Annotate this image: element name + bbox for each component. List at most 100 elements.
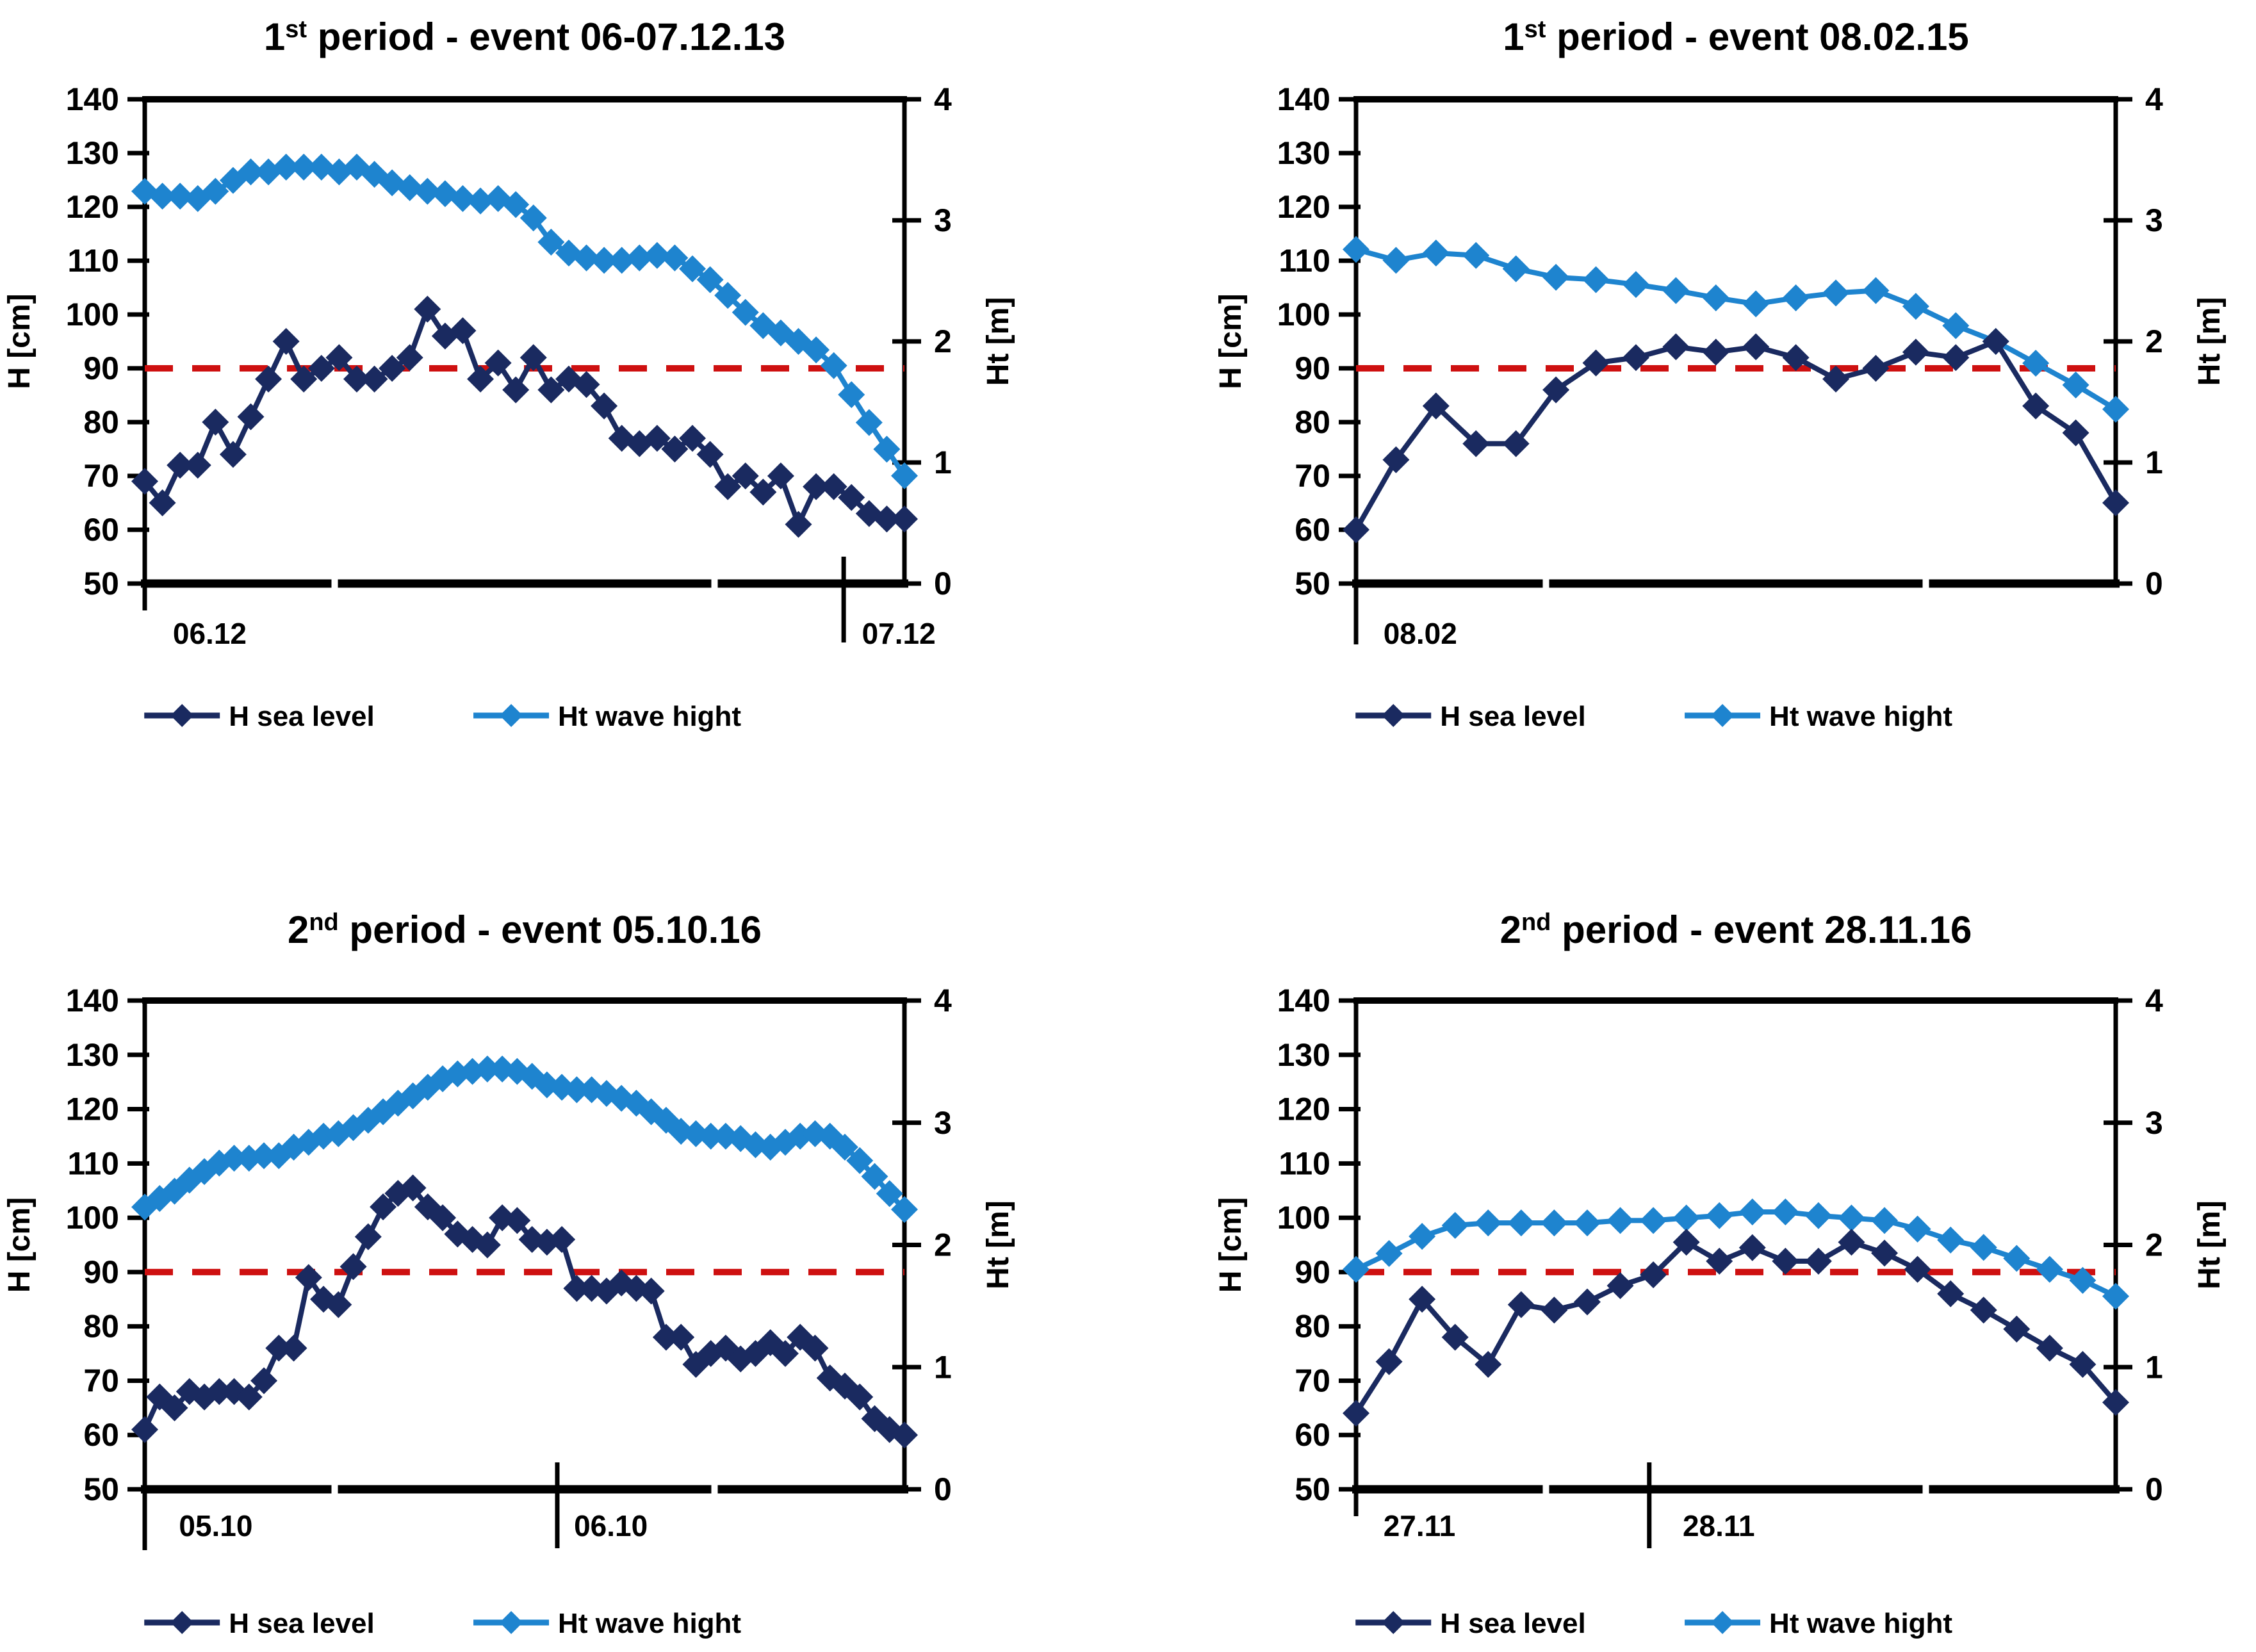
legend-wave-height-marker-icon	[500, 704, 523, 727]
wave-height-series-point	[290, 153, 318, 181]
left-tick-label: 90	[1295, 1254, 1330, 1290]
wave-height-series-point	[803, 336, 830, 364]
sea-level-series-point	[149, 489, 176, 516]
wave-height-series-point	[626, 244, 653, 272]
sea-level-series-point	[2062, 419, 2089, 446]
sea-level-series-point	[431, 322, 459, 350]
left-tick-label: 80	[83, 404, 119, 440]
sea-level-series-point	[167, 452, 194, 479]
wave-height-series-point	[1838, 1204, 1865, 1232]
chart-title: 1st period - event 06-07.12.13	[264, 15, 785, 58]
sea-level-series-point	[396, 344, 423, 372]
chart-3: 2nd period - event 05.10.165060708090100…	[3, 908, 1015, 1639]
wave-height-series-point	[1507, 1209, 1535, 1237]
sea-level-series-point	[1382, 446, 1410, 473]
wave-height-series-point	[1942, 312, 1970, 339]
wave-height-series-point	[2022, 350, 2050, 377]
wave-height-series	[1343, 236, 2129, 423]
sea-level-series-point	[449, 317, 477, 345]
sea-level-series-point	[219, 441, 247, 468]
left-tick-label: 110	[67, 1145, 119, 1181]
sea-level-series-point	[801, 1334, 829, 1362]
sea-level-series-point	[1475, 1351, 1502, 1378]
sea-level-series-point	[1606, 1272, 1634, 1300]
sea-level-series-point	[2003, 1315, 2031, 1343]
wave-height-series-point	[473, 1055, 501, 1083]
wave-height-series-point	[1904, 1215, 1931, 1243]
left-tick-label: 120	[66, 1092, 119, 1127]
wave-height-series-point	[1502, 255, 1530, 282]
left-tick-label: 130	[66, 135, 119, 171]
left-tick-label: 50	[83, 1471, 119, 1507]
sea-level-series-point	[146, 1383, 174, 1411]
right-tick-label: 4	[934, 983, 952, 1018]
sea-level-series-point	[1742, 333, 1770, 361]
sea-level-series-point	[1541, 1296, 1568, 1324]
right-tick-label: 2	[934, 1227, 952, 1263]
left-tick-label: 120	[66, 189, 119, 225]
sea-level-series-point	[265, 1334, 293, 1362]
sea-level-series-point	[1507, 1291, 1535, 1318]
wave-height-series-point	[250, 1142, 278, 1170]
legend: H sea level Ht wave hight	[144, 1608, 741, 1639]
sea-level-series-point	[339, 1253, 367, 1280]
right-axis-title: Ht [m]	[981, 1200, 1015, 1289]
legend: H sea level Ht wave hight	[144, 701, 741, 732]
sea-level-series-point	[637, 1277, 665, 1305]
wave-height-series-point	[1742, 290, 1770, 318]
sea-level-series-point	[1343, 1400, 1369, 1427]
wave-height-series-point	[1382, 247, 1410, 274]
sea-level-series-point	[608, 1269, 635, 1296]
left-tick-label: 110	[1279, 1145, 1330, 1181]
sea-level-series-point	[272, 328, 300, 355]
legend-sea-level-marker-icon	[170, 704, 194, 727]
wave-height-series-point	[891, 1196, 918, 1223]
wave-height-series-point	[2069, 1266, 2097, 1294]
sea-level-series-point	[1904, 1255, 1931, 1283]
sea-level-series-point	[696, 441, 724, 468]
left-tick-label: 50	[1295, 1471, 1330, 1507]
sea-level-series-point	[131, 468, 158, 495]
wave-height-series-point	[876, 1180, 903, 1207]
chart-title: 2nd period - event 05.10.16	[288, 908, 762, 951]
sea-level-series-point	[467, 365, 495, 393]
legend-wave-height-label: Ht wave hight	[558, 1608, 741, 1639]
legend-wave-height-label: Ht wave hight	[558, 701, 741, 732]
sea-level-series-point	[255, 365, 282, 393]
sea-level-series-point	[379, 355, 406, 382]
sea-level-series-point	[473, 1231, 501, 1259]
sea-level-series-point	[537, 376, 565, 404]
sea-level-series-point	[1702, 338, 1729, 366]
sea-level-series-point	[399, 1174, 427, 1202]
sea-level-series-point	[643, 425, 671, 452]
axes: 50 60 70 80 90 100 110 120 130 140 0 1 2 3 4 05.10 06.10	[66, 983, 952, 1550]
left-tick-label: 90	[83, 1254, 119, 1290]
wave-height-series-point	[697, 1122, 724, 1150]
wave-height-series-point	[1738, 1198, 1766, 1225]
wave-height-series-point	[608, 247, 635, 274]
sea-level-series-point	[354, 1223, 382, 1250]
sea-level-series-point	[591, 392, 618, 420]
sea-level-series-point	[1970, 1296, 1997, 1324]
right-tick-label: 3	[2145, 1105, 2163, 1141]
sea-level-series-point	[846, 1383, 874, 1411]
legend-sea-level-label: H sea level	[229, 701, 374, 732]
left-tick-label: 100	[66, 1200, 119, 1236]
x-minor-tick	[1922, 578, 1929, 589]
right-tick-label: 2	[2145, 1227, 2163, 1263]
sea-level-series-point	[1672, 1229, 1700, 1256]
wave-height-series-point	[578, 1076, 605, 1104]
sea-level-series-point	[2022, 392, 2050, 420]
x-date-label: 06.10	[574, 1509, 648, 1542]
sea-level-series-point	[1822, 365, 1850, 393]
chart-title: 1st period - event 08.02.15	[1503, 15, 1968, 58]
wave-height-series-point	[444, 1060, 471, 1088]
sea-level-series-point	[838, 484, 865, 511]
sea-level-series-point	[307, 355, 335, 382]
right-tick-label: 0	[934, 1471, 952, 1507]
left-tick-label: 120	[1277, 189, 1330, 225]
axes: 50 60 70 80 90 100 110 120 130 140 0 1 2 3 4 08.02	[1277, 81, 2163, 650]
sea-level-series-point	[820, 473, 847, 500]
wave-height-series-point	[237, 158, 265, 186]
sea-level-series-point	[1422, 392, 1450, 420]
